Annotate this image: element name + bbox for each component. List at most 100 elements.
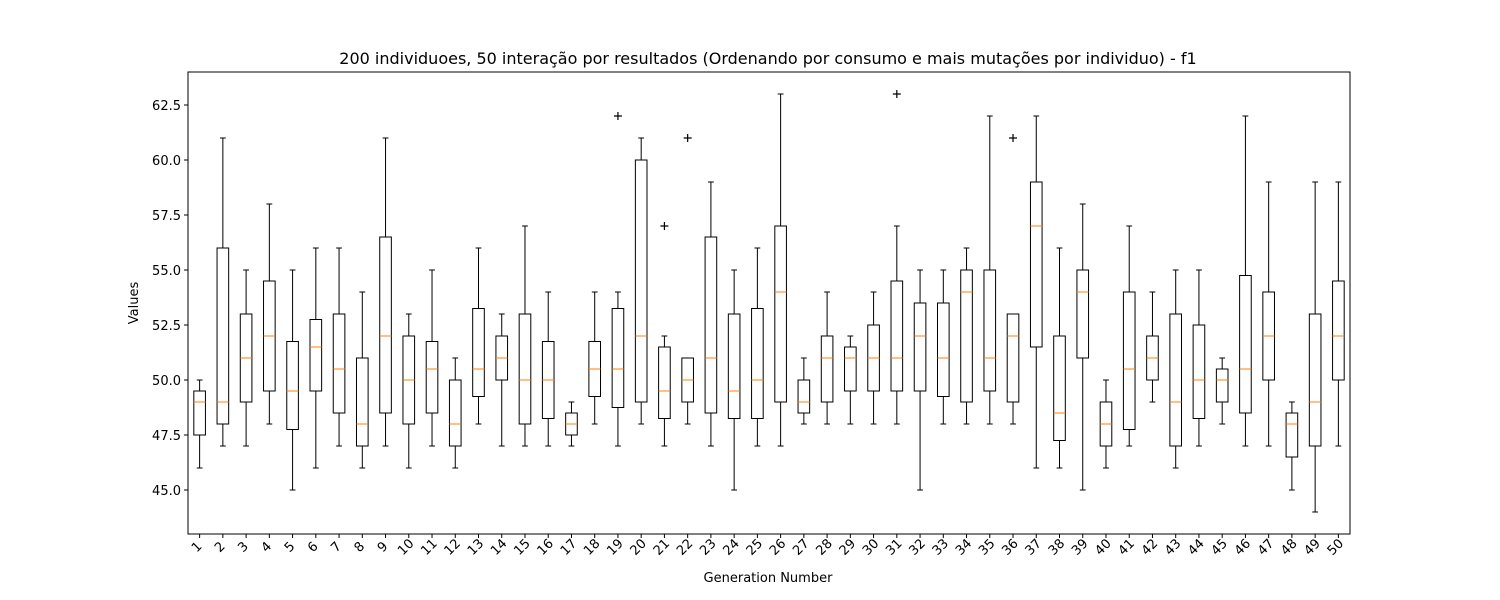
x-tick-label: 12	[442, 536, 464, 558]
box-16	[541, 291, 555, 447]
outlier-marker	[892, 90, 901, 98]
x-tick-label: 15	[511, 536, 533, 558]
iqr-box	[1239, 275, 1252, 414]
iqr-box	[193, 390, 206, 436]
box-14	[495, 313, 509, 447]
iqr-box	[332, 313, 346, 414]
iqr-box	[704, 236, 718, 414]
chart-title: 200 individuoes, 50 interação por result…	[339, 49, 1196, 68]
box-35	[983, 115, 997, 425]
plot-area	[187, 71, 1351, 535]
iqr-box	[1192, 324, 1206, 419]
iqr-box	[913, 302, 927, 392]
x-tick-label: 21	[651, 536, 673, 558]
x-tick-label: 35	[976, 536, 998, 558]
box-3	[239, 269, 253, 447]
box-21	[658, 222, 671, 447]
iqr-box	[797, 379, 811, 414]
x-tick-label: 17	[558, 536, 580, 558]
box-20	[634, 137, 648, 425]
y-tick-label: 57.5	[152, 209, 181, 224]
box-41	[1122, 225, 1136, 447]
y-tick-label: 60.0	[152, 154, 181, 169]
x-tick-label: 19	[604, 536, 626, 558]
iqr-box	[774, 225, 787, 403]
iqr-box	[1169, 313, 1183, 447]
x-tick-label: 50	[1325, 536, 1347, 558]
x-tick-label: 41	[1116, 536, 1138, 558]
box-32	[913, 269, 927, 491]
box-36	[1006, 134, 1020, 425]
y-tick-label: 52.5	[152, 319, 181, 334]
x-tick-label: 16	[535, 536, 557, 558]
box-7	[332, 247, 346, 447]
x-tick-label: 43	[1162, 536, 1184, 558]
x-tick-label: 40	[1092, 536, 1114, 558]
iqr-box	[983, 269, 997, 392]
iqr-box	[1053, 335, 1066, 441]
box-10	[402, 313, 416, 469]
x-tick-label: 9	[375, 539, 391, 555]
box-9	[379, 137, 392, 447]
x-tick-label: 28	[813, 536, 835, 558]
box-49	[1308, 181, 1322, 513]
x-tick-label: 24	[721, 536, 743, 558]
iqr-box	[960, 269, 973, 403]
box-23	[704, 181, 718, 447]
y-tick-label: 47.5	[152, 429, 181, 444]
iqr-box	[936, 302, 950, 397]
x-tick-label: 18	[581, 536, 603, 558]
box-39	[1076, 203, 1090, 491]
iqr-box	[448, 379, 462, 447]
box-38	[1053, 247, 1066, 469]
box-15	[518, 225, 532, 447]
iqr-box	[1215, 368, 1229, 403]
outlier-marker	[613, 112, 622, 120]
iqr-box	[425, 341, 439, 414]
iqr-box	[727, 313, 741, 419]
x-tick-label: 34	[953, 536, 975, 558]
iqr-box	[890, 280, 904, 392]
x-tick-label: 26	[767, 536, 789, 558]
x-tick-label: 29	[837, 536, 859, 558]
x-tick-label: 2	[212, 539, 228, 555]
x-tick-label: 47	[1255, 536, 1277, 558]
iqr-box	[634, 159, 648, 403]
box-50	[1332, 181, 1345, 447]
box-11	[425, 269, 439, 447]
x-tick-label: 42	[1139, 536, 1161, 558]
box-22	[681, 134, 694, 425]
iqr-box	[751, 308, 764, 419]
x-tick-label: 22	[674, 536, 696, 558]
x-tick-label: 46	[1232, 536, 1254, 558]
iqr-box	[1029, 181, 1043, 348]
iqr-box	[216, 247, 230, 425]
box-18	[588, 291, 602, 425]
iqr-box	[1076, 269, 1090, 359]
x-tick-label: 25	[744, 536, 766, 558]
x-tick-label: 7	[328, 539, 344, 555]
x-tick-label: 5	[282, 539, 298, 555]
y-tick-label: 55.0	[152, 264, 181, 279]
iqr-box	[1006, 313, 1020, 403]
x-tick-label: 20	[628, 536, 650, 558]
box-34	[960, 247, 973, 425]
iqr-box	[844, 346, 857, 392]
box-17	[565, 401, 578, 447]
box-37	[1029, 115, 1043, 469]
box-6	[309, 247, 323, 469]
y-tick-label: 50.0	[152, 374, 181, 389]
box-47	[1262, 181, 1275, 447]
box-8	[355, 291, 369, 469]
x-tick-label: 23	[697, 536, 719, 558]
box-29	[844, 335, 857, 425]
iqr-box	[379, 236, 392, 414]
box-28	[820, 291, 834, 425]
x-tick-label: 6	[305, 539, 321, 555]
outlier-marker	[660, 222, 669, 230]
x-tick-label: 33	[930, 536, 952, 558]
x-tick-label: 1	[189, 539, 205, 555]
x-tick-label: 48	[1278, 536, 1300, 558]
box-13	[472, 247, 485, 425]
x-tick-label: 4	[259, 539, 275, 555]
